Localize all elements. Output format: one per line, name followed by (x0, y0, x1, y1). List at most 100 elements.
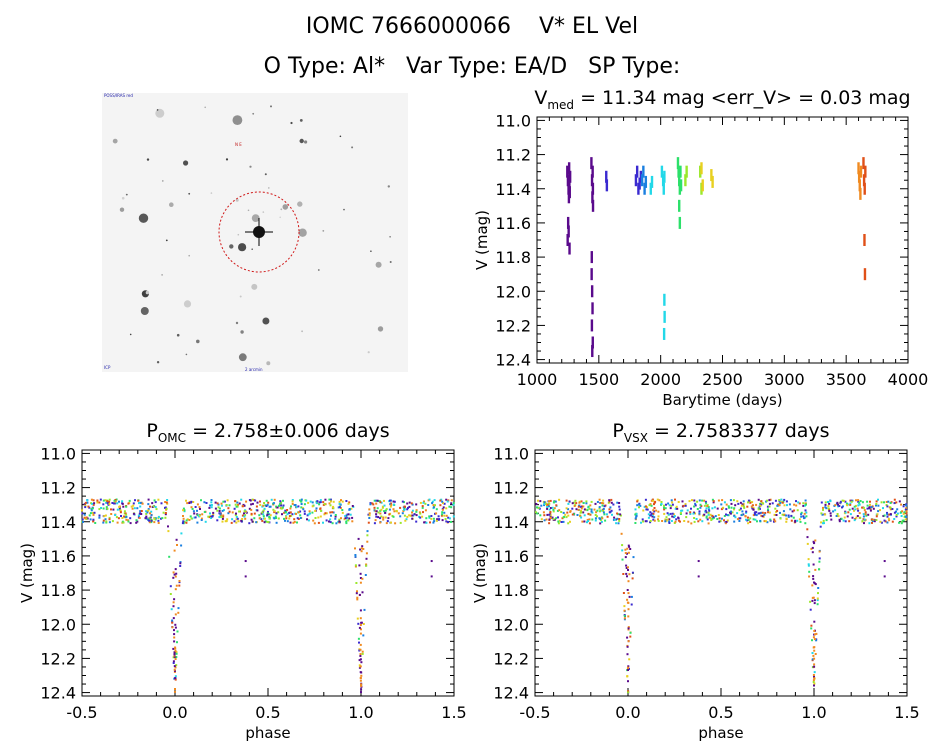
data-point (245, 511, 248, 514)
star (249, 165, 252, 168)
data-point (269, 505, 272, 508)
data-point (535, 511, 537, 514)
data-point (690, 507, 692, 510)
outlier-point (697, 560, 700, 563)
star (262, 317, 270, 325)
data-point (150, 514, 153, 517)
data-point (300, 500, 303, 503)
data-point (598, 507, 601, 510)
data-point (139, 510, 142, 513)
y-tick-label: 11.6 (493, 547, 529, 566)
star (204, 106, 206, 109)
data-point (590, 251, 593, 264)
data-point (392, 508, 395, 511)
y-tick-label: 12.4 (40, 684, 76, 703)
data-point (288, 511, 291, 514)
data-point (711, 514, 714, 517)
data-point (297, 511, 300, 514)
data-point (900, 503, 903, 506)
eclipse-point (624, 556, 627, 559)
data-point (275, 521, 278, 524)
data-point (549, 499, 552, 502)
data-point (566, 174, 570, 187)
data-point (250, 508, 253, 511)
star (343, 208, 345, 211)
data-point (377, 516, 380, 519)
data-point (250, 503, 253, 506)
data-point (783, 498, 786, 501)
data-point (356, 617, 359, 620)
data-point (651, 514, 654, 516)
eclipse-point (359, 581, 362, 584)
data-point (665, 503, 667, 506)
data-point (358, 648, 361, 651)
data-point (568, 242, 571, 255)
data-point (297, 505, 300, 508)
star (262, 211, 265, 213)
data-point (415, 509, 418, 512)
star (237, 233, 240, 236)
title-text: = 2.7583377 days (648, 420, 830, 442)
data-point (439, 504, 442, 507)
data-point (390, 503, 393, 506)
data-point (344, 515, 347, 517)
data-point (346, 513, 349, 516)
data-point (324, 512, 327, 515)
eclipse-point (359, 632, 362, 635)
data-point (573, 505, 576, 507)
x-tick-label: 2500 (702, 370, 743, 389)
data-point (411, 511, 413, 514)
data-point (145, 517, 148, 520)
eclipse-point (811, 596, 814, 599)
data-point (600, 520, 603, 523)
data-point (602, 507, 605, 510)
data-point (623, 617, 626, 620)
eclipse-point (173, 549, 176, 552)
data-point (590, 174, 594, 187)
data-point (812, 681, 815, 683)
data-point (854, 508, 857, 511)
data-point (413, 513, 416, 516)
data-point (558, 509, 561, 512)
data-point (858, 501, 861, 504)
title-symbol: V (534, 87, 547, 109)
data-point (565, 507, 568, 510)
data-point (329, 498, 332, 501)
data-point (280, 507, 283, 510)
data-point (545, 503, 548, 505)
data-point (596, 515, 598, 518)
data-point (759, 519, 762, 522)
data-point (196, 514, 199, 517)
data-point (575, 502, 578, 505)
data-point (747, 516, 749, 519)
data-point (663, 504, 665, 507)
data-point (796, 519, 799, 522)
data-point (177, 607, 180, 610)
data-point (768, 502, 771, 505)
data-point (91, 507, 94, 510)
data-point (174, 675, 177, 678)
data-point (129, 517, 132, 520)
data-point (618, 519, 621, 522)
data-point (170, 608, 173, 611)
data-point (290, 514, 293, 517)
data-point (125, 513, 128, 516)
data-point (898, 521, 901, 524)
data-point (564, 513, 567, 516)
data-point (679, 512, 682, 515)
data-point (98, 508, 101, 511)
data-point (663, 508, 666, 511)
data-point (750, 505, 753, 508)
data-point (81, 512, 84, 515)
data-point (747, 522, 750, 525)
data-point (537, 507, 540, 509)
data-point (386, 520, 389, 523)
y-tick-label: 11.6 (40, 547, 76, 566)
data-point (829, 512, 832, 515)
data-point (855, 499, 857, 502)
data-point (645, 508, 648, 511)
data-point (122, 521, 125, 524)
data-point (347, 513, 350, 516)
data-point (805, 515, 808, 518)
data-point (608, 511, 611, 514)
